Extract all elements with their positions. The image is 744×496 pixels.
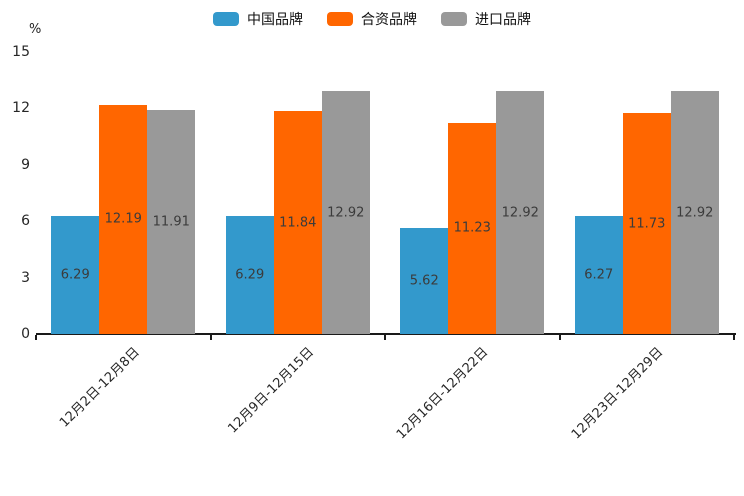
- legend-swatch: [213, 12, 239, 26]
- bar-进口品牌-2: [321, 91, 370, 334]
- bar-进口品牌-1: [147, 110, 196, 334]
- bar-value-label: 12.92: [327, 205, 365, 221]
- bar-中国品牌-4: [574, 216, 623, 334]
- legend-swatch: [327, 12, 353, 26]
- y-tick-label: 6: [21, 213, 30, 230]
- bar-进口品牌-3: [496, 91, 545, 334]
- y-tick-label: 15: [12, 44, 30, 60]
- bar-value-label: 6.27: [584, 267, 614, 283]
- bar-value-label: 11.23: [453, 220, 491, 236]
- bar-value-label: 12.92: [676, 205, 714, 221]
- bar-value-label: 11.84: [279, 215, 317, 231]
- x-tick-mark: [35, 335, 37, 340]
- x-category-label: 12月16日-12月22日: [394, 344, 492, 443]
- bar-value-label: 12.19: [104, 211, 142, 227]
- bar-value-label: 12.92: [501, 205, 539, 221]
- bar-进口品牌-4: [670, 91, 719, 334]
- legend: 中国品牌 合资品牌 进口品牌: [213, 9, 531, 29]
- legend-item-1: 中国品牌: [213, 9, 303, 29]
- bar-合资品牌-2: [273, 111, 322, 334]
- legend-item-3: 进口品牌: [441, 9, 531, 29]
- x-category-label: 12月23日-12月29日: [568, 344, 667, 443]
- y-axis-unit-label: %: [29, 22, 42, 37]
- bar-中国品牌-2: [225, 215, 274, 334]
- y-tick-label: 0: [21, 326, 30, 342]
- x-tick-mark: [558, 335, 561, 340]
- bar-value-label: 6.29: [235, 267, 265, 283]
- bar-value-label: 11.91: [152, 214, 190, 230]
- legend-swatch: [441, 12, 467, 26]
- x-axis-line: [36, 333, 736, 335]
- y-tick-label: 12: [12, 100, 30, 117]
- bar-value-label: 11.73: [628, 216, 666, 232]
- legend-label: 合资品牌: [361, 12, 417, 28]
- bar-中国品牌-1: [51, 215, 100, 334]
- legend-label: 中国品牌: [247, 12, 303, 28]
- bar-中国品牌-3: [400, 228, 449, 334]
- bar-合资品牌-4: [622, 113, 671, 334]
- x-tick-mark: [733, 335, 735, 340]
- y-tick-label: 9: [21, 156, 30, 173]
- legend-item-2: 合资品牌: [327, 9, 417, 29]
- bar-合资品牌-1: [99, 104, 148, 334]
- x-tick-mark: [209, 335, 212, 340]
- bar-value-label: 5.62: [409, 273, 439, 289]
- bar-合资品牌-3: [448, 122, 497, 334]
- bar-value-label: 6.29: [60, 267, 90, 283]
- x-category-label: 12月9日-12月15日: [225, 344, 318, 437]
- x-tick-mark: [384, 335, 386, 340]
- legend-label: 进口品牌: [475, 12, 531, 28]
- x-category-label: 12月2日-12月8日: [56, 344, 143, 431]
- y-tick-label: 3: [21, 269, 30, 286]
